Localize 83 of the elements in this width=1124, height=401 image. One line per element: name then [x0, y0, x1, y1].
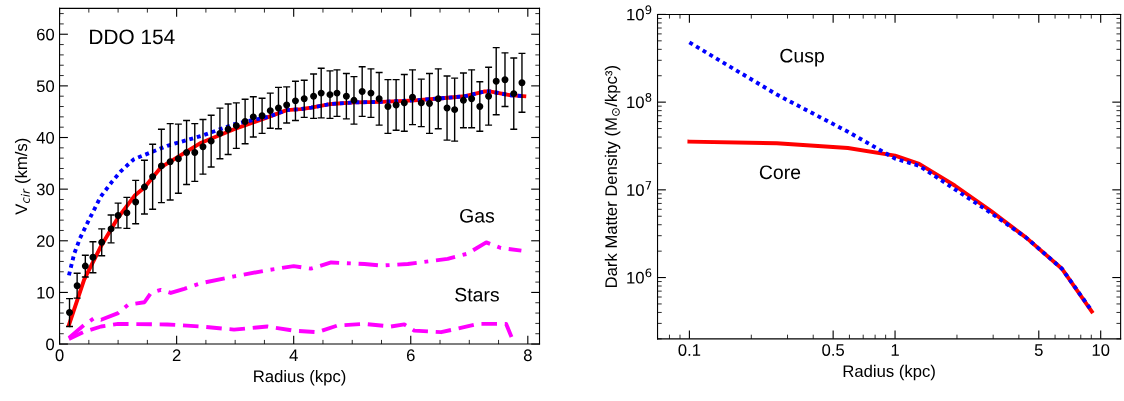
point [342, 92, 350, 100]
x-tick-label: 6 [406, 349, 415, 362]
point [207, 137, 215, 145]
point [81, 262, 89, 270]
point [400, 99, 408, 107]
point [73, 282, 81, 290]
series-label: Stars [455, 287, 499, 302]
point [283, 101, 291, 109]
point [275, 104, 282, 112]
point [350, 96, 358, 104]
point [232, 122, 240, 130]
point [310, 92, 318, 100]
x-tick-label: 5 [1034, 344, 1043, 356]
point [166, 158, 174, 166]
point [140, 183, 148, 191]
point [510, 90, 518, 98]
point [183, 149, 191, 156]
point [249, 113, 257, 121]
point [426, 99, 433, 107]
point [132, 198, 140, 206]
x-tick-label: 0 [55, 349, 64, 362]
point [434, 95, 442, 103]
x-axis-title: Radius (kpc) [254, 370, 346, 386]
x-tick-label: 2 [172, 349, 181, 361]
y-tick-label: 10$^{6}$ [627, 268, 652, 284]
point [300, 95, 308, 103]
y-tick-label: 60 [37, 28, 55, 41]
point [157, 162, 165, 170]
series-label: Cusp [780, 48, 824, 67]
y-tick-label: 50 [36, 80, 55, 93]
point [149, 173, 157, 181]
x-tick-label: 10 [1092, 344, 1110, 356]
point [468, 95, 476, 103]
point [123, 209, 131, 217]
x-tick-label: 1 [891, 344, 899, 356]
point [291, 97, 299, 105]
point [66, 309, 73, 317]
point [258, 112, 266, 120]
point [384, 103, 392, 111]
point [107, 225, 115, 233]
x-tick-label: 4 [289, 349, 298, 361]
point [98, 238, 106, 246]
point [241, 118, 249, 125]
y-tick-label: 10 [37, 286, 55, 299]
point [266, 107, 274, 115]
point [224, 125, 232, 133]
x-tick-label: 0.1 [678, 344, 701, 356]
point [518, 79, 526, 87]
point [89, 253, 97, 261]
point [476, 103, 484, 111]
annotation: DDO 154 [90, 29, 175, 45]
y-tick-label: 40 [36, 131, 55, 144]
point [417, 99, 425, 107]
point [451, 106, 459, 114]
point [443, 104, 451, 112]
point [459, 96, 467, 104]
x-tick-label: 0.5 [822, 344, 845, 356]
point [392, 101, 400, 109]
point [199, 143, 207, 151]
point [191, 149, 199, 156]
y-tick-label: 10$^{9}$ [627, 5, 652, 21]
point [492, 77, 500, 85]
point [375, 95, 383, 103]
y-tick-label: 10$^{7}$ [627, 180, 652, 196]
point [317, 89, 325, 97]
point [409, 93, 416, 101]
point [485, 92, 493, 100]
x-axis-title: Radius (kpc) [843, 364, 935, 381]
y-tick-label: 30 [36, 183, 55, 196]
series-label: Gas [460, 208, 495, 223]
y-axis-title: Dark Matter Density (M$_{⊙}$/kpc³) [604, 66, 621, 288]
point [174, 155, 182, 163]
point [326, 91, 334, 99]
point [114, 212, 122, 219]
point [216, 129, 224, 137]
point [367, 89, 375, 97]
y-axis-title: V$_{cir}$ (km/s) [14, 138, 31, 215]
point [501, 76, 509, 84]
series-label: Core [759, 165, 801, 180]
point [358, 88, 366, 96]
y-tick-label: 20 [37, 235, 55, 247]
x-tick-label: 8 [523, 349, 532, 362]
y-tick-label: 10$^{8}$ [627, 93, 652, 109]
